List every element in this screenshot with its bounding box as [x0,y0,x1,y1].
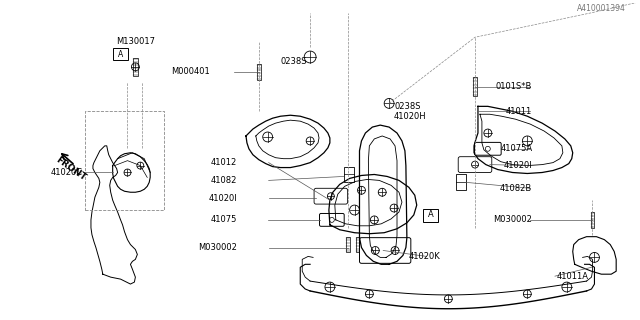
Text: 41020H: 41020H [394,112,427,121]
Text: FRONT: FRONT [54,155,88,182]
Text: A: A [428,211,433,220]
Bar [591,212,595,228]
Text: 41020C: 41020C [51,168,83,177]
Text: 0101S*B: 0101S*B [496,82,532,91]
Text: 41082B: 41082B [500,184,532,193]
Text: 41075A: 41075A [500,144,532,153]
Text: 41012: 41012 [211,158,237,167]
Text: 41011: 41011 [506,107,532,116]
Text: M030002: M030002 [198,243,237,252]
Text: 0238S: 0238S [280,57,307,67]
Bar [346,237,349,252]
Bar [356,237,360,252]
Bar [473,77,477,96]
Bar [133,58,138,76]
Text: 0238S: 0238S [394,102,420,111]
Text: M000401: M000401 [171,67,209,76]
Text: 41020I: 41020I [504,161,532,170]
Text: 41020I: 41020I [209,194,237,203]
Text: A410001394: A410001394 [577,4,626,12]
Bar [257,64,260,80]
Text: A: A [118,50,123,59]
Text: M130017: M130017 [116,37,155,46]
Text: M030002: M030002 [493,215,532,224]
Text: 41020K: 41020K [409,252,440,261]
Text: 41011A: 41011A [557,272,589,281]
Text: 41082: 41082 [211,176,237,185]
Text: 41075: 41075 [211,215,237,224]
